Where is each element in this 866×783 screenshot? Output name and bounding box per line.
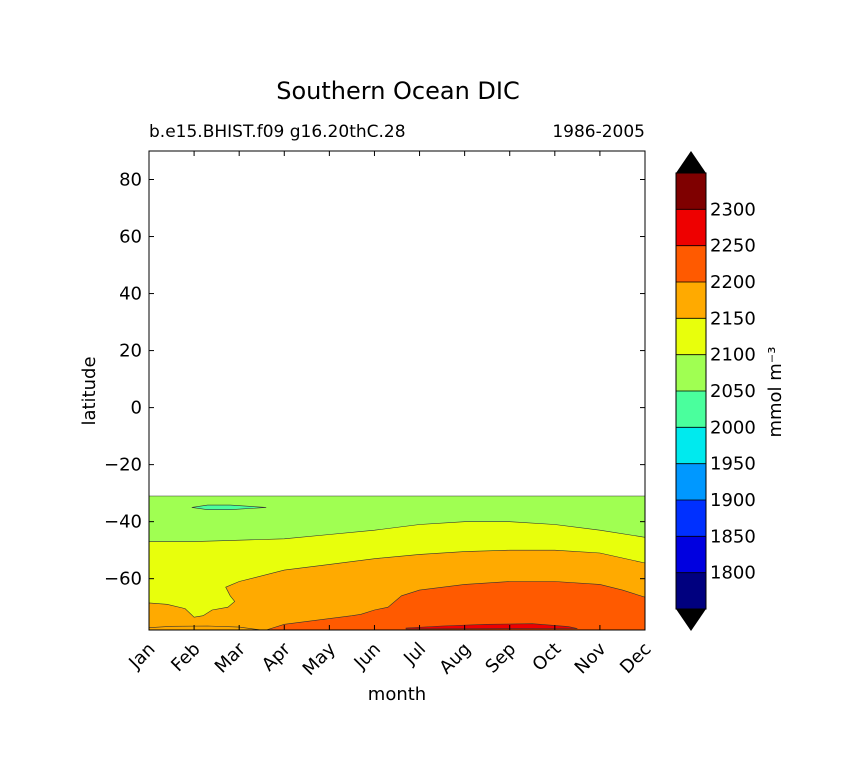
colorbar-tick-label: 2200 [710, 272, 756, 293]
colorbar-tick-label: 2050 [710, 381, 756, 402]
colorbar-segment [676, 427, 706, 464]
x-tick-label: Sep [481, 639, 520, 678]
contour-band-2000-2050 [191, 504, 267, 511]
colorbar-tick-label: 2000 [710, 417, 756, 438]
x-tick-label: Nov [571, 638, 611, 678]
colorbar-segment [676, 209, 706, 246]
chart-title: Southern Ocean DIC [276, 77, 520, 105]
colorbar-segment [676, 282, 706, 319]
x-tick-label: Feb [167, 639, 204, 676]
colorbar-tick-label: 2100 [710, 345, 756, 366]
colorbar-extend-max [676, 151, 706, 173]
colorbar-segment [676, 536, 706, 573]
colorbar-tick-label: 2300 [710, 199, 756, 220]
colorbar-label: mmol m⁻³ [765, 346, 786, 437]
x-tick-label: Jul [399, 639, 430, 670]
contour-band-2250-2300 [405, 623, 578, 630]
colorbar-segment [676, 572, 706, 609]
y-tick-label: −20 [104, 455, 142, 476]
colorbar-segment [676, 500, 706, 537]
colorbar-tick-label: 1850 [710, 526, 756, 547]
y-tick-label: 40 [119, 284, 142, 305]
colorbar-tick-label: 1900 [710, 490, 756, 511]
y-tick-label: 0 [131, 398, 142, 419]
colorbar-segment [676, 391, 706, 428]
y-tick-label: 80 [119, 170, 142, 191]
colorbar-segment [676, 173, 706, 210]
y-axis-label: latitude [79, 356, 100, 425]
colorbar-segment [676, 245, 706, 282]
plot-frame [148, 150, 646, 631]
x-tick-label: Mar [211, 638, 250, 677]
colorbar: 1800 1850 1900 1950 2000 2050 2100 2150 2200 2250… [675, 151, 756, 631]
colorbar-segment [676, 354, 706, 391]
colorbar-tick-label: 2150 [710, 308, 756, 329]
y-tick-label: 60 [119, 227, 142, 248]
colorbar-extend-min [676, 609, 706, 631]
colorbar-segment [676, 318, 706, 355]
x-tick-label: Dec [616, 639, 655, 678]
x-tick-label: Jan [124, 639, 159, 674]
chart-subtitle-right: 1986-2005 [552, 122, 645, 142]
colorbar-segment [676, 463, 706, 500]
x-tick-label: Apr [258, 638, 295, 675]
chart-subtitle-left: b.e15.BHIST.f09 g16.20thC.28 [149, 122, 406, 142]
x-tick-label: Jun [350, 639, 385, 674]
colorbar-frame [675, 172, 707, 610]
x-axis-label: month [368, 684, 426, 705]
x-tick-label: May [299, 638, 340, 679]
colorbar-tick-label: 1950 [710, 454, 756, 475]
y-tick-label: −60 [104, 569, 142, 590]
y-tick-label: −40 [104, 512, 142, 533]
colorbar-tick-label: 2250 [710, 236, 756, 257]
contour-band-2200-2250 [266, 581, 645, 630]
x-tick-label: Aug [435, 639, 475, 679]
y-tick-label: 20 [119, 341, 142, 362]
plot-area: Jan Feb Mar Apr May Jun Jul Aug Sep Oct Nov Dec 80 60… [104, 150, 656, 680]
x-tick-label: Oct [528, 639, 565, 676]
colorbar-tick-label: 1800 [710, 563, 756, 584]
